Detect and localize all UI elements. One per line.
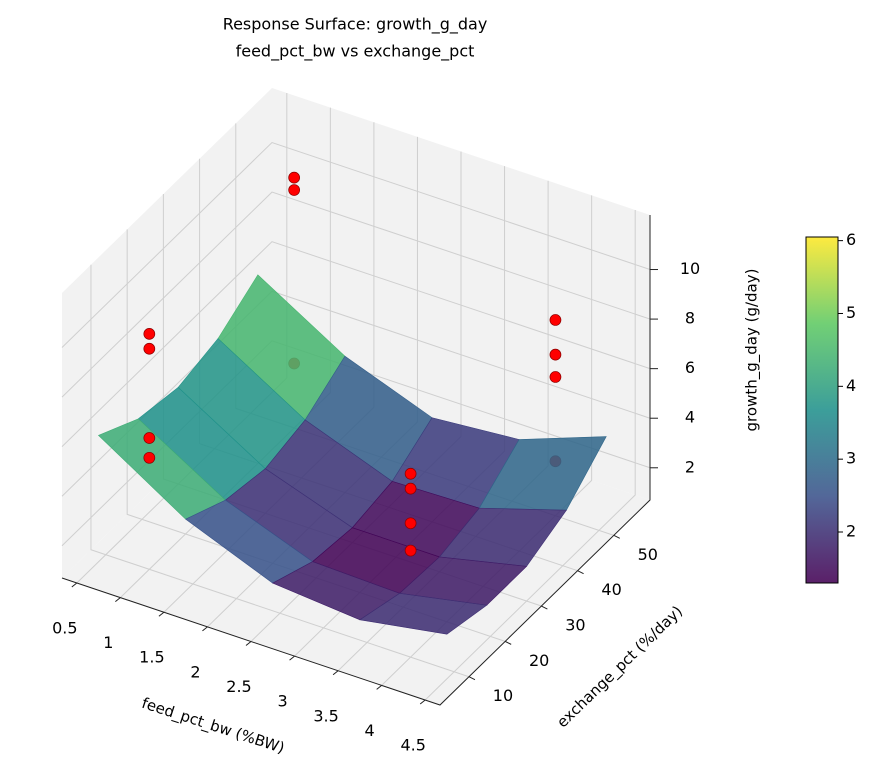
x-tick — [289, 655, 295, 661]
data-point — [404, 482, 417, 495]
chart-title: Response Surface: growth_g_day — [223, 15, 488, 35]
colorbar — [805, 236, 839, 584]
x-tick-label: 4.5 — [400, 736, 425, 755]
colorbar-tick-label: 6 — [846, 230, 856, 249]
grid-line — [424, 210, 636, 701]
axis-edge — [61, 215, 651, 706]
z-tick-label: 10 — [680, 259, 700, 278]
z-axis-label: growth_g_day (g/day) — [743, 269, 762, 432]
x-tick — [115, 597, 121, 602]
y-tick-label: 20 — [529, 651, 549, 670]
y-tick-label: 40 — [601, 580, 621, 599]
x-axis-label: feed_pct_bw (%BW) — [139, 694, 287, 758]
data-point — [143, 451, 156, 464]
x-tick-label: 1 — [103, 633, 113, 652]
y-tick-label: 10 — [493, 686, 513, 705]
data-point — [404, 517, 417, 530]
data-point — [549, 348, 562, 361]
x-tick — [158, 611, 165, 617]
y-tick — [504, 640, 512, 645]
x-tick — [71, 582, 78, 588]
x-tick-label: 3.5 — [313, 706, 338, 725]
x-tick-label: 1.5 — [139, 648, 164, 667]
y-tick — [468, 676, 476, 681]
colorbar-tick-label: 4 — [846, 376, 856, 395]
data-point — [143, 328, 156, 340]
y-tick — [541, 605, 548, 610]
y-tick-label: 50 — [638, 545, 658, 564]
x-tick — [245, 641, 252, 646]
pane-left — [62, 88, 272, 578]
y-tick — [577, 570, 584, 575]
data-point — [143, 342, 156, 355]
x-tick-label: 4 — [365, 721, 375, 740]
x-tick-label: 0.5 — [52, 618, 77, 637]
z-tick-label: 2 — [685, 457, 695, 476]
data-point — [288, 171, 300, 184]
colorbar-tick-label: 3 — [846, 449, 856, 468]
data-point — [404, 544, 417, 557]
z-tick-label: 4 — [685, 408, 695, 427]
colorbar-tick-label: 2 — [846, 522, 856, 541]
data-point — [404, 467, 417, 480]
y-tick-label: 30 — [565, 616, 585, 635]
data-point — [288, 184, 300, 196]
z-tick-label: 8 — [685, 309, 695, 328]
chart-subtitle: feed_pct_bw vs exchange_pct — [236, 42, 475, 62]
x-tick — [332, 670, 339, 676]
grid-line — [61, 241, 651, 448]
grid-line — [90, 264, 470, 678]
x-tick — [202, 626, 208, 632]
grid-line — [61, 141, 651, 348]
colorbar-tick-label: 5 — [846, 303, 856, 322]
grid-line — [61, 191, 651, 398]
data-point — [549, 371, 562, 383]
data-point — [143, 432, 156, 444]
data-point — [549, 314, 562, 326]
y-tick — [613, 534, 621, 539]
x-tick — [419, 699, 426, 705]
z-tick-label: 6 — [685, 358, 695, 377]
surface-patch — [359, 593, 488, 635]
x-tick-label: 3 — [277, 692, 287, 711]
x-tick — [376, 685, 382, 690]
x-tick-label: 2.5 — [226, 677, 251, 696]
x-tick-label: 2 — [190, 662, 200, 681]
